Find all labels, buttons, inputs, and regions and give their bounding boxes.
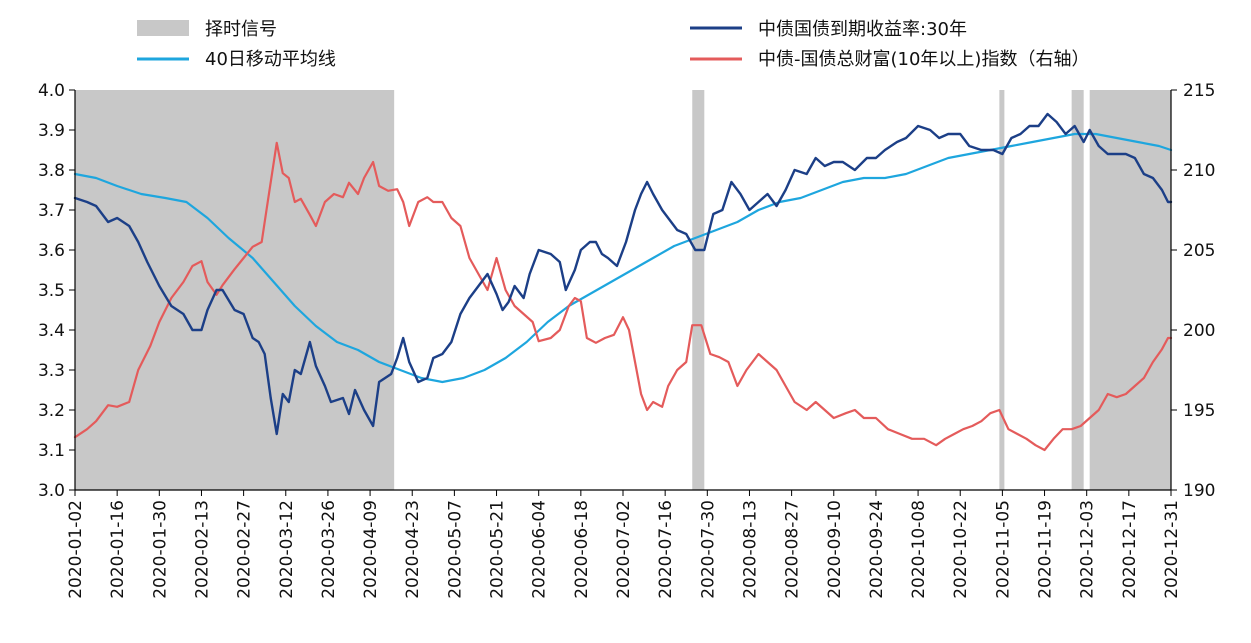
x-tick-label: 2020-01-16 [108, 500, 128, 599]
signal-band-4 [1071, 90, 1084, 490]
x-tick-label: 2020-03-26 [319, 500, 339, 599]
x-tick-label: 2020-06-18 [572, 500, 592, 599]
y-right-tick-label: 210 [1183, 161, 1215, 181]
y-left-tick-label: 3.9 [38, 121, 65, 141]
x-tick-label: 2020-05-21 [488, 500, 508, 599]
signal-band-1 [75, 90, 395, 490]
y-left-tick-label: 3.3 [38, 361, 65, 381]
x-tick-label: 2020-09-24 [867, 500, 887, 599]
legend-label-wealth: 中债-国债总财富(10年以上)指数（右轴） [758, 49, 1089, 70]
x-tick-label: 2020-12-03 [1078, 500, 1098, 599]
x-tick-label: 2020-12-31 [1162, 500, 1182, 599]
x-tick-label: 2020-07-30 [698, 500, 718, 599]
x-tick-label: 2020-03-12 [277, 500, 297, 599]
y-right-tick-label: 215 [1183, 81, 1215, 101]
y-left-tick-label: 3.7 [38, 201, 65, 221]
x-tick-label: 2020-11-05 [993, 500, 1013, 599]
y-left-tick-label: 3.4 [38, 321, 65, 341]
series-line-ma40 [73, 132, 1173, 384]
signal-band-2 [692, 90, 705, 490]
series-lines [73, 112, 1173, 452]
x-tick-label: 2020-06-04 [530, 500, 550, 599]
y-left-tick-label: 4.0 [38, 81, 65, 101]
legend-label-signal: 择时信号 [205, 19, 277, 40]
y-left-tick-label: 3.1 [38, 441, 65, 461]
x-tick-label: 2020-11-19 [1036, 500, 1056, 599]
x-tick-label: 2020-01-30 [150, 500, 170, 599]
x-tick-label: 2020-12-17 [1120, 500, 1140, 599]
signal-band-3 [999, 90, 1005, 490]
legend-label-yield30: 中债国债到期收益率:30年 [758, 19, 967, 40]
y-left-tick-label: 3.2 [38, 401, 65, 421]
x-tick-label: 2020-04-23 [403, 500, 423, 599]
series-line-yield30 [73, 112, 1173, 436]
y-left-tick-label: 3.5 [38, 281, 65, 301]
x-tick-label: 2020-02-27 [235, 500, 255, 599]
axes: 3.0 3.1 3.2 3.3 3.4 3.5 3.6 3.7 3.8 3.9 4.0 190 195 2… [38, 81, 1216, 599]
x-tick-label: 2020-08-13 [740, 500, 760, 599]
y-left-tick-label: 3.8 [38, 161, 65, 181]
legend-label-ma40: 40日移动平均线 [205, 49, 336, 70]
x-tick-label: 2020-07-02 [614, 500, 634, 599]
x-tick-label: 2020-08-27 [783, 500, 803, 599]
y-left-tick-label: 3.6 [38, 241, 65, 261]
y-right-tick-label: 200 [1183, 321, 1215, 341]
y-right-tick-label: 205 [1183, 241, 1215, 261]
x-tick-label: 2020-10-08 [909, 500, 929, 599]
legend: 择时信号 40日移动平均线 中债国债到期收益率:30年 中债-国债总财富(10年… [137, 19, 1089, 70]
y-right-tick-label: 195 [1183, 401, 1215, 421]
y-right-tick-label: 190 [1183, 481, 1215, 501]
legend-swatch-signal [137, 20, 189, 36]
x-tick-label: 2020-04-09 [361, 500, 381, 599]
x-tick-label: 2020-09-10 [825, 500, 845, 599]
signal-bands [75, 90, 1171, 490]
series-line-wealth [73, 141, 1173, 452]
y-left-tick-label: 3.0 [38, 481, 65, 501]
x-tick-label: 2020-01-02 [66, 500, 86, 599]
x-tick-label: 2020-07-16 [656, 500, 676, 599]
x-tick-label: 2020-02-13 [192, 500, 212, 599]
x-tick-label: 2020-10-22 [951, 500, 971, 599]
x-tick-label: 2020-05-07 [445, 500, 465, 599]
